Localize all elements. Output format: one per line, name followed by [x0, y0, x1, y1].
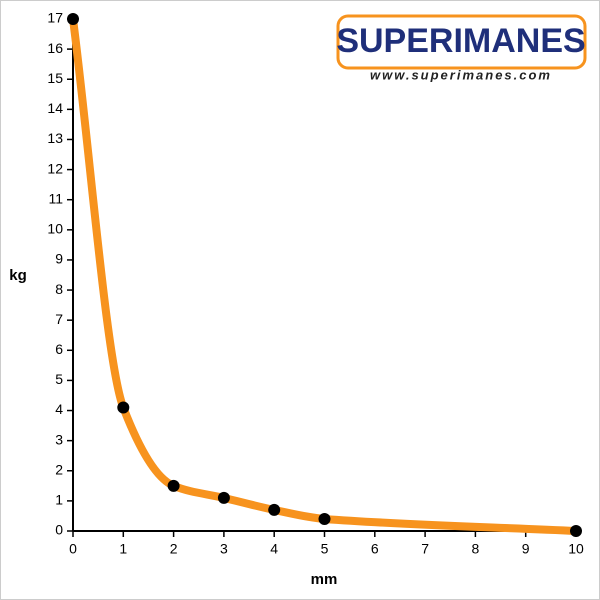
y-tick-label: 5: [55, 371, 63, 387]
y-tick-label: 9: [55, 251, 63, 267]
y-tick-label: 8: [55, 281, 63, 297]
y-tick-label: 11: [48, 190, 63, 206]
point: [217, 491, 230, 504]
point: [570, 525, 582, 537]
x-axis-label: mm: [311, 571, 338, 588]
y-tick-label: 3: [55, 431, 63, 447]
y-tick-label: 7: [55, 311, 63, 327]
y-tick-label: 0: [55, 522, 63, 538]
point: [167, 479, 180, 492]
x-tick-label: 5: [321, 541, 329, 557]
y-tick-label: 17: [47, 10, 63, 26]
x-tick-label: 8: [472, 541, 480, 557]
y-tick-label: 13: [47, 130, 63, 146]
logo-brand: SUPERIMANES: [336, 22, 585, 60]
line: [69, 15, 580, 535]
point: [117, 401, 130, 414]
point: [67, 13, 79, 25]
point: [318, 512, 331, 525]
y-tick-label: 10: [47, 221, 63, 237]
y-tick-label: 6: [55, 341, 63, 357]
x-tick-label: 6: [371, 541, 379, 557]
point: [268, 503, 281, 516]
x-tick-label: 9: [522, 541, 530, 557]
y-tick-label: 12: [47, 160, 63, 176]
y-tick-label: 14: [47, 100, 63, 116]
x-tick-label: 2: [170, 541, 178, 557]
y-tick-label: 2: [55, 461, 63, 477]
logo-box: [336, 14, 587, 70]
y-axis-label: kg: [9, 267, 27, 284]
y-tick-label: 1: [55, 492, 63, 508]
x-tick-label: 4: [270, 541, 278, 557]
x-tick-label: 3: [220, 541, 228, 557]
y-tick-label: 16: [47, 40, 63, 56]
x-tick-label: 1: [119, 541, 127, 557]
x-tick-label: 7: [421, 541, 429, 557]
y-tick-label: 4: [55, 401, 63, 417]
x-tick-label: 10: [568, 541, 584, 557]
logo-url: www.superimanes.com: [370, 67, 552, 82]
x-tick-label: 0: [69, 541, 77, 557]
y-tick-label: 15: [47, 70, 63, 86]
